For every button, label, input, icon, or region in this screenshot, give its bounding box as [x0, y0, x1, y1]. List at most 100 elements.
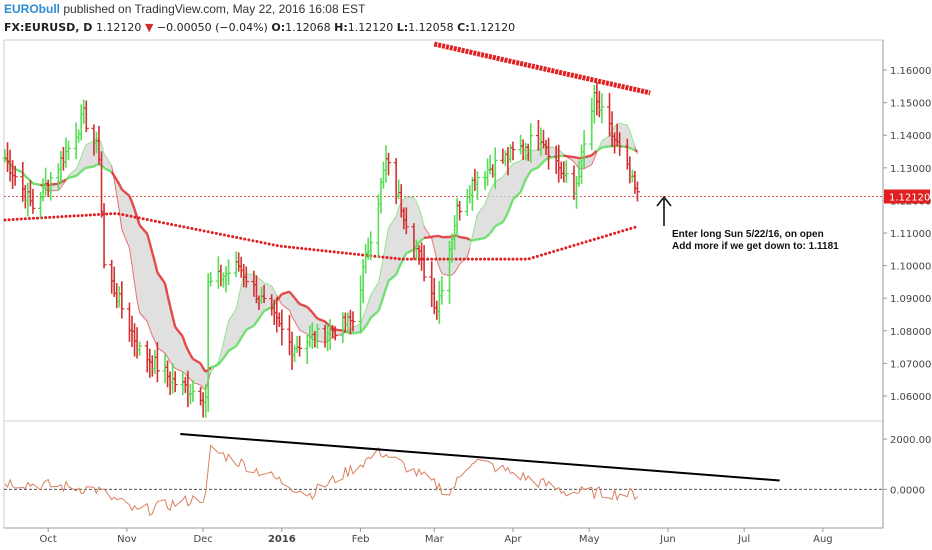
ma-dot — [292, 246, 296, 250]
ma-fast-segment — [271, 285, 275, 291]
annotation-group: Enter long Sun 5/22/16, on open Add more… — [656, 195, 839, 252]
open-label: O: — [271, 21, 286, 34]
ma-fast-segment — [421, 215, 425, 227]
ma-fast-segment — [83, 144, 87, 151]
ma-slow-segment — [103, 166, 113, 173]
price-change: −0.00050 (−0.04%) — [156, 21, 268, 34]
ma-dot — [255, 240, 259, 244]
ma-slow-segment — [489, 229, 494, 235]
ma-dot — [174, 223, 178, 227]
ma-fast-segment — [116, 194, 120, 212]
resistance-line — [433, 41, 651, 96]
low-value: 1.12058 — [408, 21, 454, 34]
ma-dot — [247, 238, 251, 242]
ma-slow-segment — [583, 154, 593, 159]
ma-fast-segment — [548, 146, 557, 149]
ma-slow-segment — [477, 236, 486, 241]
ohlc-bar — [172, 371, 178, 393]
ma-slow-segment — [166, 294, 172, 307]
ma-fast-segment — [86, 140, 95, 145]
ma-dot — [308, 247, 312, 251]
ma-slow-segment — [601, 145, 610, 149]
ma-fast-segment — [459, 256, 468, 265]
ma-fast-segment — [157, 347, 166, 354]
ma-fast-segment — [626, 124, 631, 132]
ma-fast-segment — [593, 152, 598, 159]
author-name[interactable]: EURObull — [4, 2, 60, 16]
osc-tick-label: 0.0000 — [890, 485, 925, 496]
ma-fast-segment — [32, 183, 41, 186]
ma-fast-segment — [487, 190, 491, 197]
ohlc-bar — [279, 309, 285, 346]
ma-dot — [454, 257, 458, 261]
arrow-up-icon — [656, 195, 672, 207]
ma-fast-segment — [273, 290, 278, 296]
ma-slow-segment — [77, 170, 83, 175]
ma-dot — [560, 247, 564, 251]
ma-dot — [361, 253, 365, 257]
ma-slow-segment — [258, 314, 263, 320]
ma-slow-segment — [227, 345, 237, 352]
ma-dot — [227, 234, 231, 238]
ma-fast-segment — [469, 236, 473, 249]
ma-dot — [604, 234, 608, 238]
ma-dot — [409, 257, 413, 261]
ohlc-bar — [83, 100, 89, 133]
ma-slow-segment — [217, 360, 222, 366]
ma-slow-segment — [540, 160, 545, 166]
time-tick-label: 2016 — [268, 534, 296, 545]
ma-dot — [572, 243, 576, 247]
ma-dot — [88, 213, 92, 217]
ma-dot — [609, 233, 613, 237]
ma-fast-segment — [619, 122, 628, 126]
price-tick-label: 1.16000 — [890, 66, 931, 77]
ma-dot — [141, 217, 145, 221]
ma-dot — [344, 251, 348, 255]
ma-slow-segment — [379, 295, 385, 305]
ma-dot — [178, 224, 182, 228]
ma-slow-segment — [184, 343, 189, 351]
ma-dot — [15, 217, 19, 221]
ma-fast-segment — [441, 273, 450, 277]
ma-fast-segment — [317, 340, 326, 343]
ma-fast-segment — [200, 384, 204, 389]
ma-dot — [300, 246, 304, 250]
ma-dot — [60, 215, 64, 219]
ma-dot — [458, 257, 462, 261]
ma-fast-segment — [113, 179, 118, 196]
ma-slow-segment — [629, 147, 633, 151]
ma-dot — [117, 212, 121, 216]
ma-dot — [462, 257, 466, 261]
price-tick-label: 1.13000 — [890, 164, 931, 175]
ma-slow-segment — [590, 152, 596, 157]
close-label: C: — [457, 21, 470, 34]
ma-slow-segment — [367, 316, 372, 323]
ma-slow-segment — [240, 333, 245, 339]
ma-slow-segment — [324, 320, 329, 325]
ma-dot — [210, 231, 214, 235]
ma-fast-segment — [566, 156, 575, 163]
price-tick-label: 1.09000 — [890, 294, 931, 305]
ma-slow-segment — [576, 156, 580, 160]
ma-dot — [340, 251, 344, 255]
time-tick-label: Oct — [40, 534, 57, 545]
ma-slow-segment — [153, 261, 159, 273]
ma-dot — [80, 213, 84, 217]
ma-fast-segment — [560, 151, 565, 155]
ohlc-bar — [457, 201, 463, 221]
ma-dot — [186, 226, 190, 230]
ohlc-bar — [510, 141, 516, 161]
ma-dot — [275, 244, 279, 248]
ohlc-bar — [66, 140, 71, 161]
ohlc-bar — [332, 326, 338, 341]
ma-dot — [527, 257, 531, 261]
ma-dot — [194, 227, 198, 231]
ma-dot — [353, 252, 357, 256]
ma-dot — [580, 241, 584, 245]
ma-fast-segment — [591, 158, 595, 165]
ma-dot — [320, 249, 324, 253]
ohlc-bar — [421, 245, 427, 282]
low-label: L: — [396, 21, 409, 34]
ma-fast-segment — [103, 153, 113, 166]
